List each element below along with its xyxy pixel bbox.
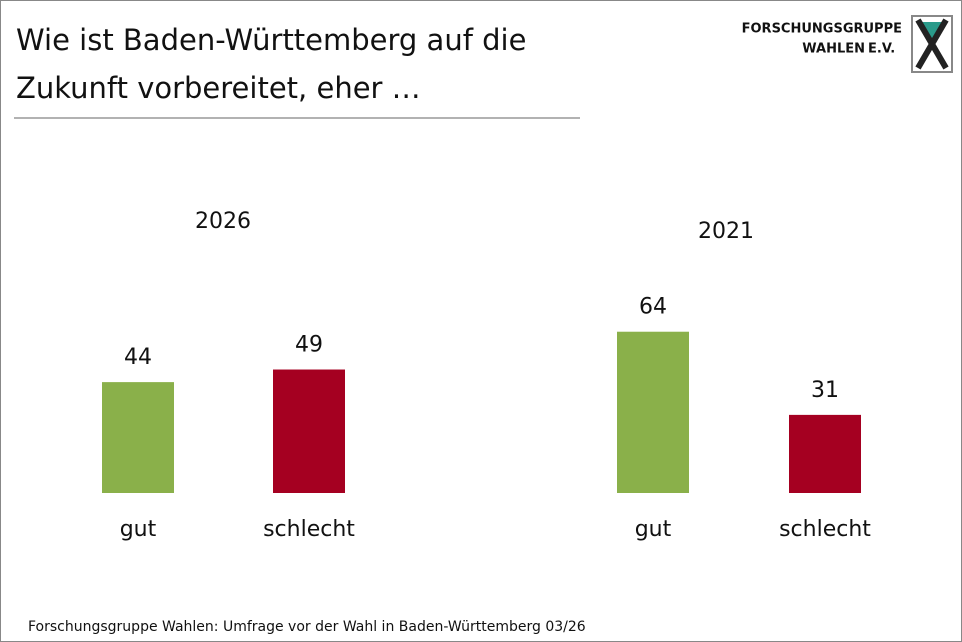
- value-label: 49: [295, 333, 323, 358]
- bar: [273, 369, 345, 493]
- value-label: 64: [639, 295, 667, 320]
- bar: [789, 414, 861, 493]
- value-label: 44: [124, 345, 152, 370]
- logo-mark: [911, 15, 953, 73]
- logo-text: WAHLEN: [802, 42, 865, 57]
- category-label: gut: [635, 517, 672, 542]
- panel-title: 2021: [698, 219, 754, 244]
- title-line: Wie ist Baden-Württemberg auf die: [16, 23, 526, 57]
- logo-text: E.V.: [868, 42, 895, 57]
- category-label: gut: [120, 517, 157, 542]
- category-label: schlecht: [779, 517, 871, 542]
- panel-title: 2026: [195, 209, 251, 234]
- logo-text: FORSCHUNGSGRUPPE: [742, 22, 902, 37]
- value-label: 31: [811, 378, 839, 403]
- source: Forschungsgruppe Wahlen: Umfrage vor der…: [28, 619, 586, 635]
- bar: [102, 382, 174, 493]
- title-line: Zukunft vorbereitet, eher …: [16, 71, 421, 105]
- category-label: schlecht: [263, 517, 355, 542]
- bar: [617, 331, 689, 493]
